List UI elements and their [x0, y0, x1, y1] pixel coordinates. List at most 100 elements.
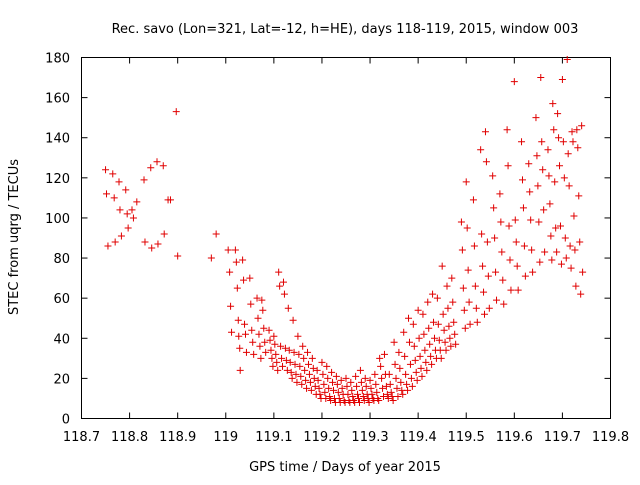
data-point	[438, 262, 446, 270]
data-point	[418, 372, 426, 380]
x-axis-ticks: 118.7 118.8 118.9 119 119.1 119.2 119.3 119.4 11…	[63, 57, 629, 445]
data-point	[322, 394, 330, 402]
data-point	[526, 188, 534, 196]
data-point	[466, 320, 474, 328]
data-point	[463, 224, 471, 232]
data-point	[457, 218, 465, 226]
data-point	[444, 304, 452, 312]
x-tick-label: 119.8	[592, 430, 629, 445]
data-point	[547, 232, 555, 240]
data-point	[393, 384, 401, 392]
y-tick-label: 40	[53, 332, 70, 347]
data-point	[377, 362, 385, 370]
data-point	[323, 362, 331, 370]
data-point	[447, 342, 455, 350]
data-point	[227, 302, 235, 310]
data-point	[465, 298, 473, 306]
data-point	[540, 206, 548, 214]
data-points	[102, 56, 587, 406]
data-point	[117, 232, 125, 240]
data-point	[470, 242, 478, 250]
data-point	[333, 380, 341, 388]
data-point	[314, 376, 322, 384]
data-point	[355, 394, 363, 402]
data-point	[409, 320, 417, 328]
data-point	[278, 354, 286, 362]
data-point	[402, 370, 410, 378]
data-point	[551, 178, 559, 186]
data-point	[496, 190, 504, 198]
data-point	[433, 294, 441, 302]
data-point	[367, 384, 375, 392]
data-point	[291, 360, 299, 368]
x-tick-label: 119.4	[400, 430, 437, 445]
data-point	[129, 214, 137, 222]
data-point	[558, 76, 566, 84]
y-tick-label: 20	[53, 372, 70, 387]
data-point	[441, 338, 449, 346]
data-point	[410, 342, 418, 350]
data-point	[484, 272, 492, 280]
data-point	[160, 230, 168, 238]
data-point	[224, 246, 232, 254]
data-point	[480, 288, 488, 296]
data-point	[308, 354, 316, 362]
data-point	[420, 330, 428, 338]
data-point	[344, 390, 352, 398]
data-point	[499, 276, 507, 284]
y-tick-label: 80	[53, 252, 70, 267]
data-point	[378, 374, 386, 382]
data-point	[498, 248, 506, 256]
data-point	[460, 306, 468, 314]
data-point	[283, 366, 291, 374]
data-point	[462, 178, 470, 186]
data-point	[389, 396, 397, 404]
data-point	[289, 316, 297, 324]
data-point	[365, 398, 373, 406]
data-point	[534, 182, 542, 190]
data-point	[412, 368, 420, 376]
data-point	[504, 162, 512, 170]
data-point	[492, 268, 500, 276]
data-point	[575, 192, 583, 200]
data-point	[549, 100, 557, 108]
data-point	[550, 126, 558, 134]
data-point	[399, 390, 407, 398]
data-point	[274, 366, 282, 374]
data-point	[568, 128, 576, 136]
data-point	[452, 340, 460, 348]
data-point	[574, 144, 582, 152]
data-point	[493, 296, 501, 304]
data-point	[255, 330, 263, 338]
data-point	[512, 238, 520, 246]
data-point	[239, 256, 247, 264]
data-point	[366, 376, 374, 384]
data-point	[403, 380, 411, 388]
data-point	[172, 108, 180, 116]
data-point	[266, 336, 274, 344]
y-tick-label: 60	[53, 292, 70, 307]
data-point	[290, 348, 298, 356]
y-tick-label: 180	[45, 52, 70, 67]
data-point	[122, 186, 130, 194]
data-point	[338, 384, 346, 392]
data-point	[559, 138, 567, 146]
data-point	[541, 248, 549, 256]
x-tick-label: 118.7	[63, 430, 100, 445]
data-point	[307, 386, 315, 394]
data-point	[554, 110, 562, 118]
data-point	[513, 262, 521, 270]
data-point	[256, 342, 264, 350]
data-point	[309, 364, 317, 372]
data-point	[299, 342, 307, 350]
data-point	[380, 350, 388, 358]
data-point	[361, 374, 369, 382]
data-point	[414, 306, 422, 314]
data-point	[430, 334, 438, 342]
data-point	[159, 162, 167, 170]
data-point	[348, 386, 356, 394]
data-point	[514, 286, 522, 294]
data-point	[557, 260, 565, 268]
data-point	[355, 398, 363, 406]
